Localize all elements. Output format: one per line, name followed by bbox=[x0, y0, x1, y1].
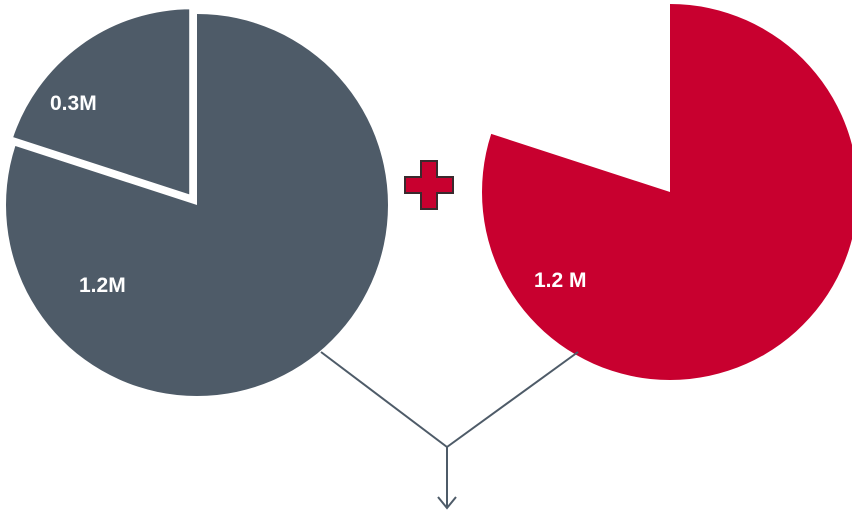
slice-label-1-2-m: 1.2 M bbox=[534, 269, 587, 292]
slice-label-1-2m: 1.2M bbox=[79, 274, 126, 297]
pie-slice-1-2m bbox=[6, 14, 389, 396]
right-pie-chart: 1.2 M bbox=[482, 4, 852, 380]
merge-connector bbox=[320, 351, 579, 510]
connector-line-left bbox=[320, 351, 448, 448]
arrow-down-icon bbox=[437, 496, 457, 510]
pie-slice-0-3m bbox=[6, 4, 195, 202]
pie-slice-1-2-m bbox=[482, 4, 852, 380]
connector-line-right bbox=[446, 351, 579, 448]
plus-icon bbox=[404, 160, 454, 210]
left-pie-chart: 0.3M 1.2M bbox=[6, 4, 389, 396]
slice-label-0-3m: 0.3M bbox=[50, 92, 97, 115]
